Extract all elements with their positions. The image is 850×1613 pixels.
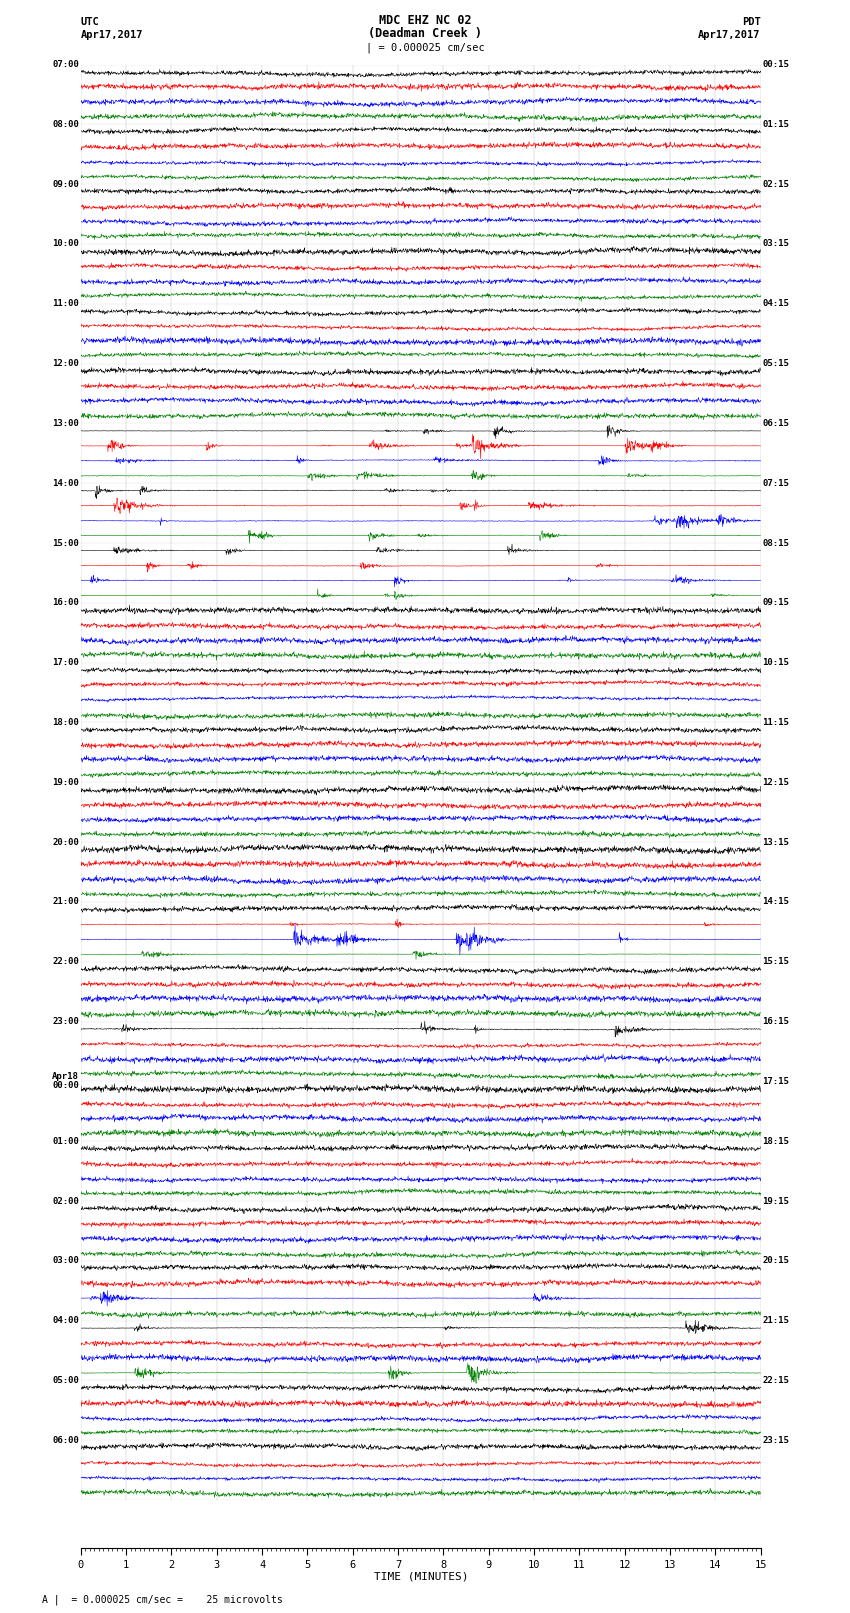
Text: 13:15: 13:15	[762, 837, 790, 847]
Text: 05:00: 05:00	[52, 1376, 79, 1386]
Text: 08:15: 08:15	[762, 539, 790, 547]
Text: 10:00: 10:00	[52, 239, 79, 248]
Text: 09:15: 09:15	[762, 598, 790, 608]
Text: | = 0.000025 cm/sec: | = 0.000025 cm/sec	[366, 42, 484, 53]
Text: 03:00: 03:00	[52, 1257, 79, 1265]
Text: MDC EHZ NC 02: MDC EHZ NC 02	[379, 15, 471, 27]
Text: (Deadman Creek ): (Deadman Creek )	[368, 27, 482, 40]
Text: 02:15: 02:15	[762, 179, 790, 189]
Text: 15:00: 15:00	[52, 539, 79, 547]
Text: 23:00: 23:00	[52, 1018, 79, 1026]
Text: 22:15: 22:15	[762, 1376, 790, 1386]
Text: Apr17,2017: Apr17,2017	[81, 31, 144, 40]
Text: 16:00: 16:00	[52, 598, 79, 608]
X-axis label: TIME (MINUTES): TIME (MINUTES)	[373, 1571, 468, 1582]
Text: Apr18: Apr18	[52, 1073, 79, 1081]
Text: A |  = 0.000025 cm/sec =    25 microvolts: A | = 0.000025 cm/sec = 25 microvolts	[42, 1594, 283, 1605]
Text: 23:15: 23:15	[762, 1436, 790, 1445]
Text: 14:15: 14:15	[762, 897, 790, 907]
Text: 13:00: 13:00	[52, 419, 79, 427]
Text: 09:00: 09:00	[52, 179, 79, 189]
Text: 19:00: 19:00	[52, 777, 79, 787]
Text: 06:00: 06:00	[52, 1436, 79, 1445]
Text: 00:15: 00:15	[762, 60, 790, 69]
Text: 03:15: 03:15	[762, 239, 790, 248]
Text: 10:15: 10:15	[762, 658, 790, 668]
Text: 01:15: 01:15	[762, 119, 790, 129]
Text: 00:00: 00:00	[52, 1081, 79, 1090]
Text: 18:15: 18:15	[762, 1137, 790, 1145]
Text: 02:00: 02:00	[52, 1197, 79, 1205]
Text: 19:15: 19:15	[762, 1197, 790, 1205]
Text: 14:00: 14:00	[52, 479, 79, 487]
Text: 18:00: 18:00	[52, 718, 79, 727]
Text: UTC: UTC	[81, 18, 99, 27]
Text: 11:15: 11:15	[762, 718, 790, 727]
Text: 20:00: 20:00	[52, 837, 79, 847]
Text: 16:15: 16:15	[762, 1018, 790, 1026]
Text: 01:00: 01:00	[52, 1137, 79, 1145]
Text: 06:15: 06:15	[762, 419, 790, 427]
Text: 21:00: 21:00	[52, 897, 79, 907]
Text: 17:15: 17:15	[762, 1077, 790, 1086]
Text: 12:00: 12:00	[52, 360, 79, 368]
Text: Apr17,2017: Apr17,2017	[698, 31, 761, 40]
Text: 20:15: 20:15	[762, 1257, 790, 1265]
Text: 08:00: 08:00	[52, 119, 79, 129]
Text: PDT: PDT	[742, 18, 761, 27]
Text: 05:15: 05:15	[762, 360, 790, 368]
Text: 07:15: 07:15	[762, 479, 790, 487]
Text: 04:00: 04:00	[52, 1316, 79, 1326]
Text: 11:00: 11:00	[52, 300, 79, 308]
Text: 21:15: 21:15	[762, 1316, 790, 1326]
Text: 12:15: 12:15	[762, 777, 790, 787]
Text: 04:15: 04:15	[762, 300, 790, 308]
Text: 07:00: 07:00	[52, 60, 79, 69]
Text: 17:00: 17:00	[52, 658, 79, 668]
Text: 22:00: 22:00	[52, 957, 79, 966]
Text: 15:15: 15:15	[762, 957, 790, 966]
